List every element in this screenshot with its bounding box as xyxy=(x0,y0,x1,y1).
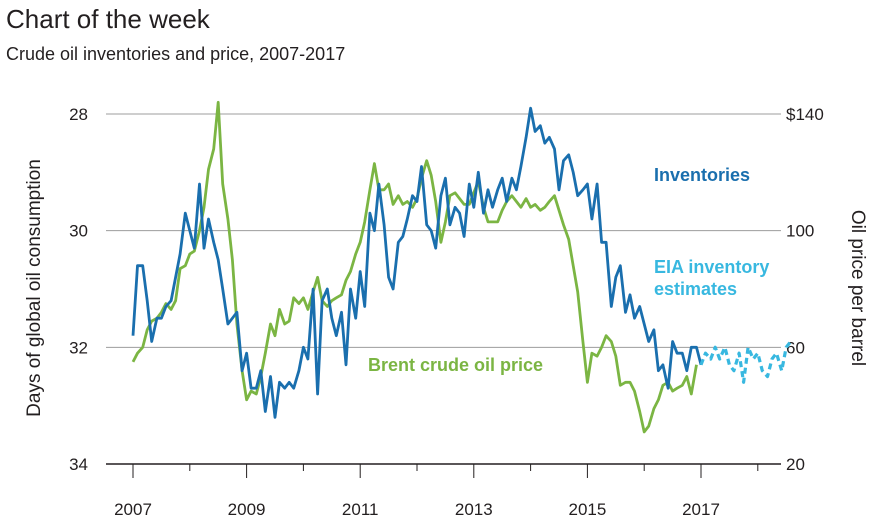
y-left-tick-label: 32 xyxy=(69,338,88,357)
y-left-tick-label: 34 xyxy=(69,455,88,474)
tick-labels: 28 $140 30 100 32 60 34 20 2007 2009 2011 2013 2015 2… xyxy=(69,105,824,519)
eia-label-line2: estimates xyxy=(654,279,737,299)
y-right-tick-label: 60 xyxy=(786,338,805,357)
eia-label-line1: EIA inventory xyxy=(654,257,769,277)
y-right-tick-label: 100 xyxy=(786,222,814,241)
brent-label: Brent crude oil price xyxy=(368,355,543,375)
page-title: Chart of the week xyxy=(6,4,210,34)
x-tick-label: 2017 xyxy=(682,500,720,519)
y-left-tick-label: 30 xyxy=(69,222,88,241)
series-eia-inventory-estimates xyxy=(699,340,792,384)
x-tick-label: 2007 xyxy=(114,500,152,519)
y-right-axis-title: Oil price per barrel xyxy=(847,210,868,366)
x-tick-label: 2015 xyxy=(568,500,606,519)
x-tick-label: 2013 xyxy=(455,500,493,519)
y-left-tick-label: 28 xyxy=(69,105,88,124)
x-tick-label: 2009 xyxy=(228,500,266,519)
series-brent-crude-oil-price xyxy=(131,100,698,434)
x-tick-label: 2011 xyxy=(342,500,379,519)
y-right-tick-label: 20 xyxy=(786,455,805,474)
y-right-tick-label: $140 xyxy=(786,105,824,124)
y-left-axis-title: Days of global oil consumption xyxy=(24,159,45,417)
series-lines xyxy=(131,100,792,434)
series-inventories xyxy=(131,106,703,419)
page-subtitle: Crude oil inventories and price, 2007-20… xyxy=(6,44,346,64)
inventories-label: Inventories xyxy=(654,165,750,185)
